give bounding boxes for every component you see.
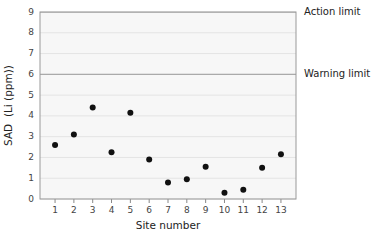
point [240,187,246,193]
x-tick [186,199,187,203]
y-tick-label: 5 [28,90,34,100]
x-tick [168,199,169,203]
y-tick-label: 7 [28,48,34,58]
point [278,151,284,157]
y-tick-label: 9 [28,7,34,17]
y-grid-line [40,115,296,116]
x-tick-label: 2 [71,205,77,215]
point [90,105,96,111]
x-tick-label: 9 [203,205,209,215]
limit-label: Action limit [304,6,361,17]
x-tick [111,199,112,203]
point [52,142,58,148]
point [203,164,209,170]
y-grid-line [40,95,296,96]
y-grid-line [40,53,296,54]
y-grid-line [40,157,296,158]
y-tick-label: 8 [28,27,34,37]
y-tick-label: 3 [28,131,34,141]
point [127,110,133,116]
y-grid-line [40,136,296,137]
x-tick-label: 4 [109,205,115,215]
x-tick-label: 13 [275,205,286,215]
limit-label: Warning limit [304,68,370,79]
plot-background [40,12,296,199]
x-tick [55,199,56,203]
x-tick-label: 11 [238,205,249,215]
chart-container: 012345678912345678910111213Action limitW… [0,0,378,235]
x-tick [149,199,150,203]
y-grid-line [40,74,296,75]
y-tick-label: 4 [28,110,34,120]
y-grid-line [40,178,296,179]
x-tick-label: 10 [219,205,231,215]
x-tick [262,199,263,203]
y-axis: 0 1 2 3 4 5 6 7 8 9 [28,7,296,204]
x-tick [130,199,131,203]
y-grid-line [40,32,296,33]
point [259,165,265,171]
x-tick [73,199,74,203]
reference-lines [40,12,296,74]
y-tick-label: 6 [28,69,34,79]
x-tick [280,199,281,203]
x-tick-label: 3 [90,205,96,215]
points [52,105,284,196]
x-tick-label: 7 [165,205,171,215]
x-tick [243,199,244,203]
x-tick [92,199,93,203]
x-tick-label: 6 [146,205,152,215]
limit-line [40,74,296,75]
point [146,157,152,163]
x-tick-label: 8 [184,205,190,215]
x-tick [224,199,225,203]
x-tick [205,199,206,203]
y-axis-label: SAD (Li (ppm)) [2,65,14,146]
y-tick-label: 1 [28,173,34,183]
x-tick-label: 5 [127,205,133,215]
y-tick-label: 0 [28,194,34,204]
x-axis: 12345678910111213 [52,199,286,215]
page: {"chart_data": {"type": "scatter", "x": … [0,0,378,235]
point [109,149,115,155]
annotations: Action limit Warning limit [304,6,370,79]
chart: 012345678912345678910111213Action limitW… [0,0,378,235]
plot-frame [40,12,296,199]
x-tick-label: 1 [52,205,58,215]
point [221,190,227,196]
point [71,132,77,138]
point [165,179,171,185]
y-tick-label: 2 [28,152,34,162]
x-tick-label: 12 [256,205,267,215]
point [184,176,190,182]
x-axis-label: Site number [136,219,201,231]
